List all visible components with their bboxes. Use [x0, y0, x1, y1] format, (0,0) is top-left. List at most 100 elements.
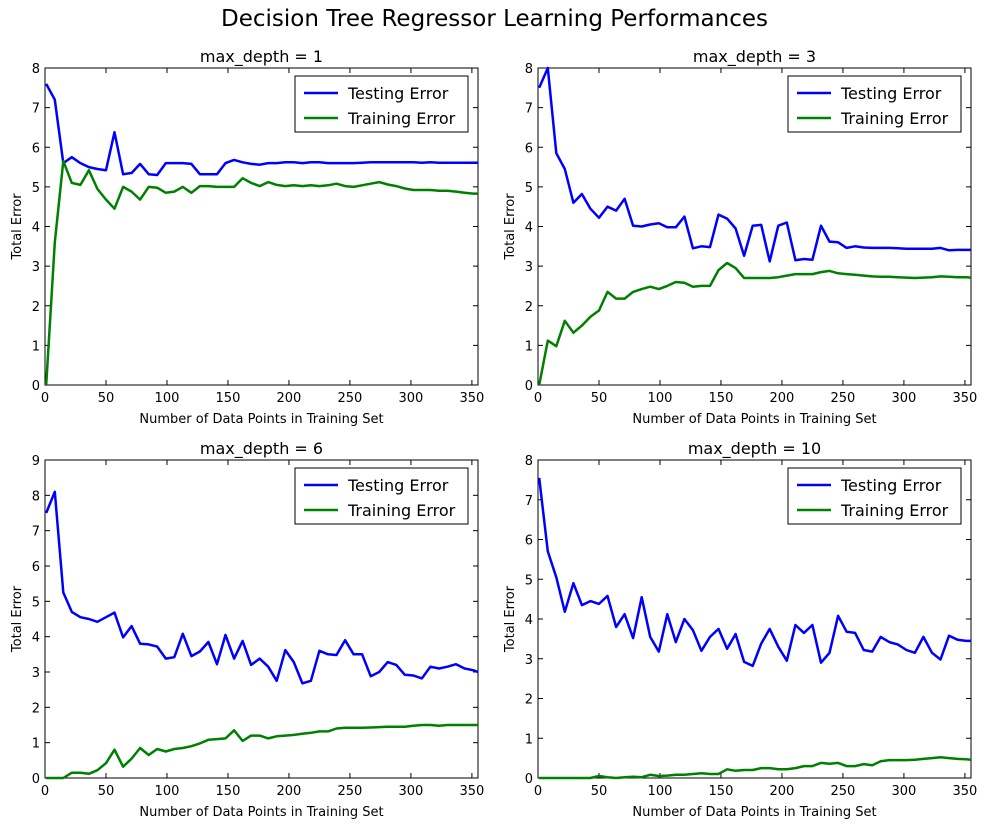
y-tick-label: 2 [525, 693, 533, 708]
y-tick-label: 7 [525, 494, 533, 509]
legend-label: Testing Error [347, 476, 449, 495]
x-tick-label: 250 [831, 391, 856, 406]
y-tick-label: 3 [525, 653, 533, 668]
figure-title: Decision Tree Regressor Learning Perform… [221, 6, 768, 32]
subplot-1: 0 50 100 150 200 250 300 350 0 1 2 3 4 5 6 7 8 max_depth … [10, 47, 484, 427]
y-tick-label: 3 [32, 666, 40, 681]
training-error-line [537, 261, 972, 386]
testing-error-line [45, 83, 478, 177]
legend-box [787, 75, 962, 133]
y-tick-label: 4 [32, 631, 40, 646]
x-tick-label: 150 [216, 391, 241, 406]
x-tick-label: 0 [534, 784, 542, 799]
y-axis-label: Total Error [10, 585, 25, 653]
x-tick-label: 0 [41, 784, 49, 799]
legend-label: Testing Error [347, 84, 449, 103]
x-tick-label: 300 [399, 784, 424, 799]
x-tick-label: 200 [770, 391, 795, 406]
testing-error-line [45, 490, 479, 685]
y-tick-label: 4 [525, 221, 533, 236]
x-tick-label: 350 [952, 784, 977, 799]
y-tick-label: 6 [525, 534, 533, 549]
x-tick-label: 50 [98, 784, 115, 799]
x-tick-label: 300 [892, 784, 917, 799]
legend-label: Training Error [347, 501, 456, 520]
y-tick-label: 8 [525, 62, 533, 77]
y-tick-label: 0 [32, 772, 40, 787]
x-tick-label: 50 [591, 391, 608, 406]
x-tick-label: 350 [459, 784, 484, 799]
legend-label: Testing Error [840, 84, 942, 103]
y-axis-label: Total Error [503, 193, 518, 261]
y-tick-label: 8 [525, 454, 533, 469]
x-tick-label: 250 [831, 784, 856, 799]
legend-box [294, 75, 469, 133]
x-tick-label: 350 [459, 391, 484, 406]
legend: Testing Error Training Error [787, 467, 962, 525]
legend: Testing Error Training Error [787, 75, 962, 133]
x-axis-label: Number of Data Points in Training Set [632, 805, 876, 820]
y-tick-label: 1 [32, 339, 40, 354]
legend-label: Training Error [840, 501, 949, 520]
training-error-line [44, 159, 478, 386]
subplot-3: 0 50 100 150 200 250 300 350 0 1 2 3 4 5 6 7 8 9 max_depth… [10, 439, 484, 820]
y-tick-label: 2 [32, 701, 40, 716]
legend-label: Testing Error [840, 476, 942, 495]
y-tick-label: 3 [32, 260, 40, 275]
y-tick-label: 1 [32, 737, 40, 752]
x-axis-label: Number of Data Points in Training Set [139, 412, 383, 427]
y-tick-label: 0 [32, 379, 40, 394]
subplot-title: max_depth = 6 [200, 439, 323, 459]
x-tick-label: 50 [591, 784, 608, 799]
y-tick-label: 1 [525, 732, 533, 747]
x-tick-label: 150 [709, 391, 734, 406]
x-tick-label: 300 [399, 391, 424, 406]
x-tick-label: 150 [216, 784, 241, 799]
training-error-line [539, 756, 972, 780]
y-axis-label: Total Error [10, 193, 25, 261]
y-tick-label: 3 [525, 260, 533, 275]
testing-error-line [538, 66, 971, 263]
y-axis-label: Total Error [503, 585, 518, 653]
x-tick-label: 200 [277, 784, 302, 799]
legend-label: Training Error [840, 109, 949, 128]
x-tick-label: 0 [41, 391, 49, 406]
subplot-2: 0 50 100 150 200 250 300 350 0 1 2 3 4 5 6 7 8 max_depth … [503, 47, 977, 427]
legend-box [787, 467, 962, 525]
y-tick-label: 5 [525, 573, 533, 588]
y-tick-label: 6 [32, 560, 40, 575]
subplot-4: 0 50 100 150 200 250 300 350 0 1 2 3 4 5 6 7 8 max_depth … [503, 439, 977, 820]
y-tick-label: 8 [32, 62, 40, 77]
y-tick-label: 5 [32, 595, 40, 610]
y-tick-label: 7 [32, 525, 40, 540]
x-axis-label: Number of Data Points in Training Set [632, 412, 876, 427]
legend-box [294, 467, 469, 525]
x-tick-label: 250 [338, 391, 363, 406]
x-tick-label: 350 [952, 391, 977, 406]
x-tick-label: 100 [155, 391, 180, 406]
subplot-title: max_depth = 3 [693, 47, 816, 67]
y-tick-label: 2 [525, 300, 533, 315]
x-tick-label: 300 [892, 391, 917, 406]
x-tick-label: 100 [648, 784, 673, 799]
legend: Testing Error Training Error [294, 467, 469, 525]
testing-error-line [537, 477, 971, 668]
x-tick-label: 0 [534, 391, 542, 406]
y-tick-label: 6 [525, 141, 533, 156]
x-axis-label: Number of Data Points in Training Set [139, 805, 383, 820]
x-tick-label: 200 [770, 784, 795, 799]
x-tick-label: 200 [277, 391, 302, 406]
subplot-title: max_depth = 1 [200, 47, 323, 67]
y-tick-label: 4 [32, 221, 40, 236]
y-tick-label: 0 [525, 379, 533, 394]
y-tick-label: 4 [525, 613, 533, 628]
y-tick-label: 9 [32, 454, 40, 469]
subplot-title: max_depth = 10 [688, 439, 821, 459]
y-tick-label: 1 [525, 339, 533, 354]
y-tick-label: 5 [32, 181, 40, 196]
y-tick-label: 2 [32, 300, 40, 315]
legend-label: Training Error [347, 109, 456, 128]
y-tick-label: 7 [525, 102, 533, 117]
x-tick-label: 50 [98, 391, 115, 406]
